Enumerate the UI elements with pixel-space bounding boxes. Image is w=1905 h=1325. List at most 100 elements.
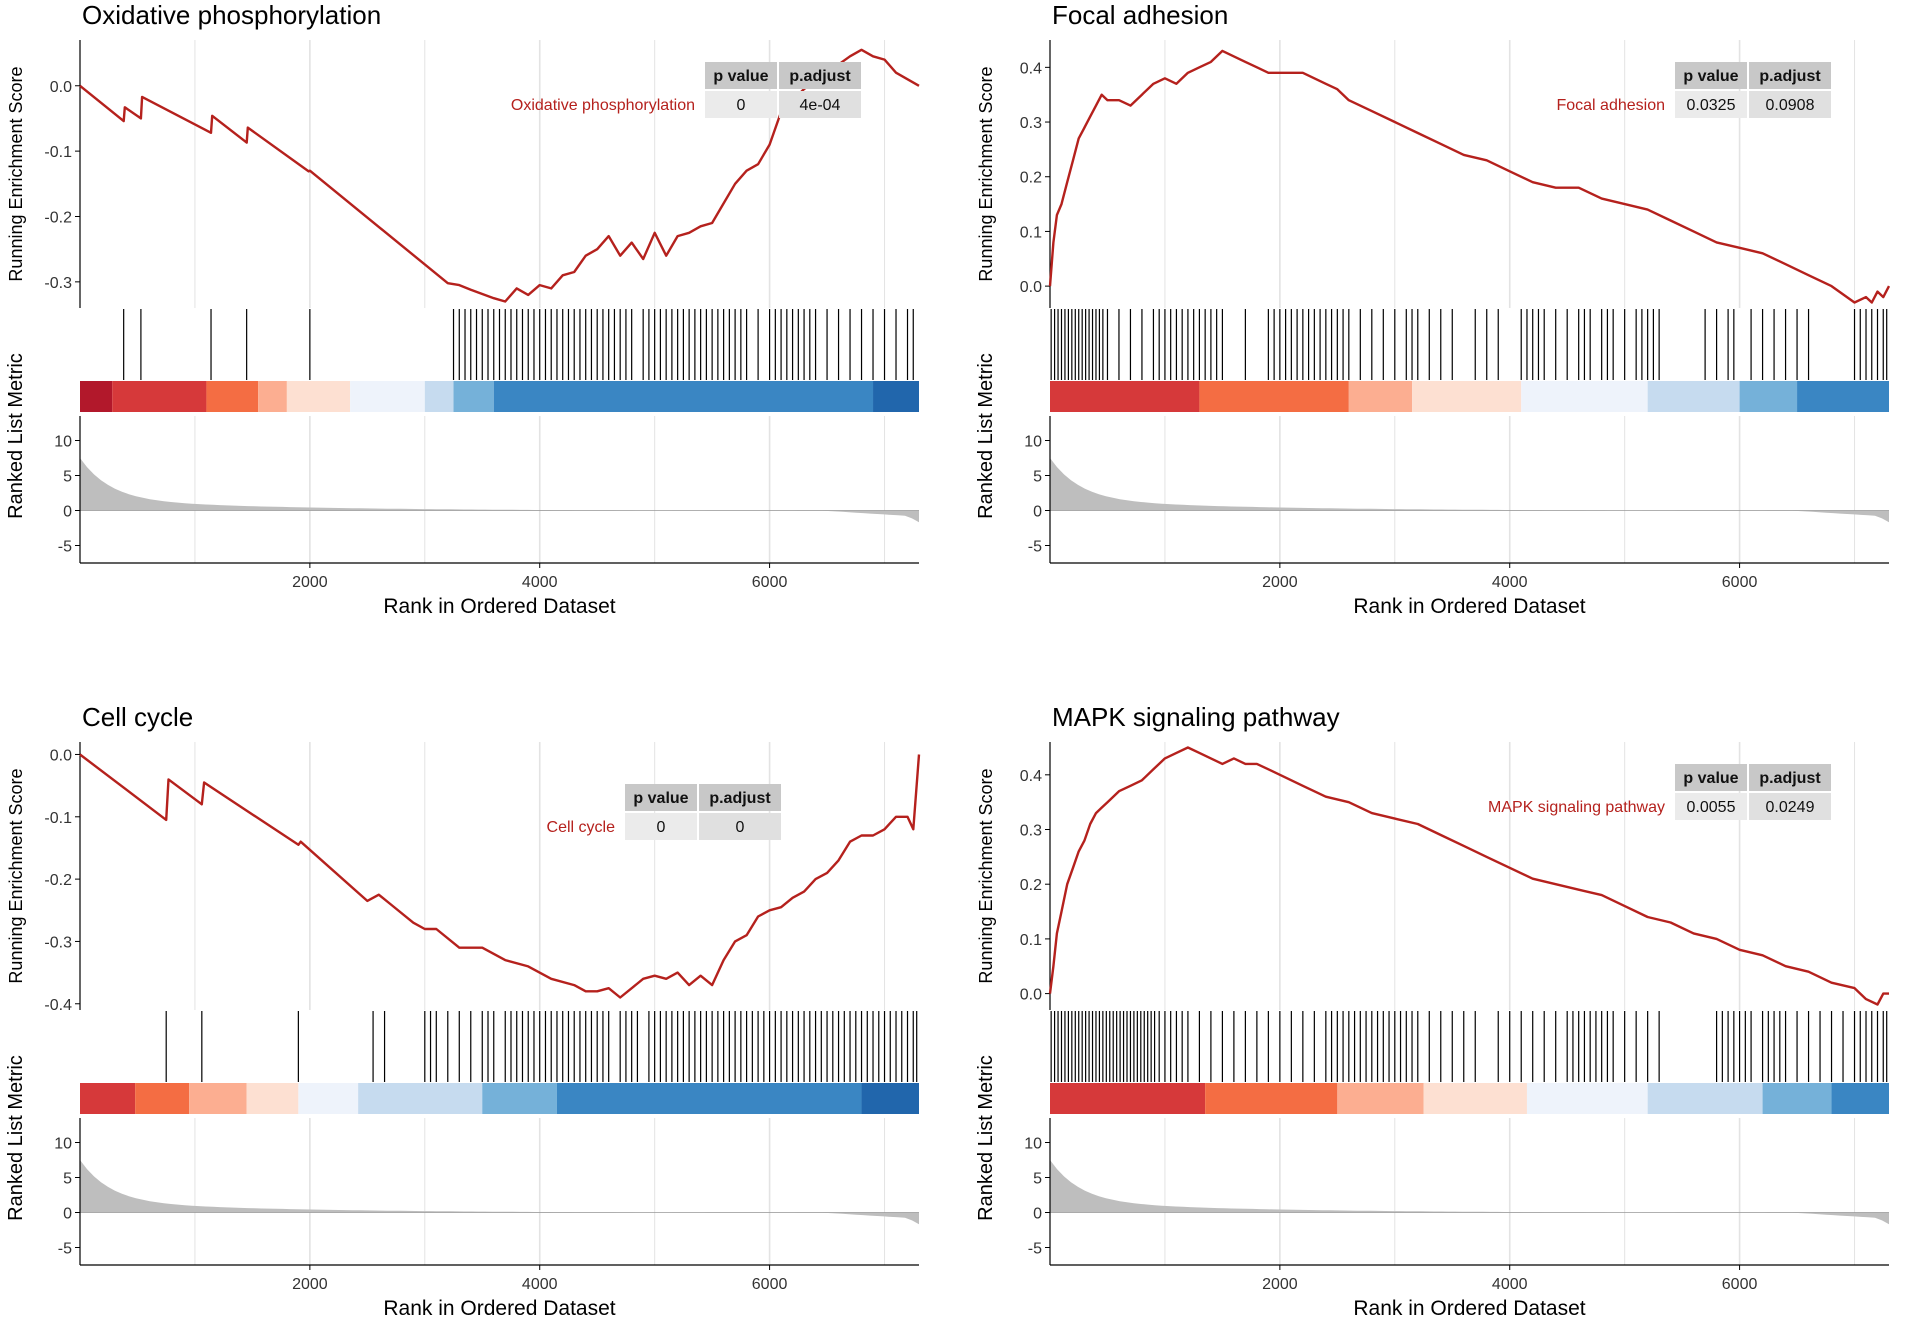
- table-value-cell: [1749, 91, 1831, 118]
- metric-ytick-label: -5: [1028, 539, 1042, 556]
- es-ytick-label: -0.4: [44, 997, 72, 1014]
- metric-y-axis-label: Ranked List Metric: [975, 353, 997, 519]
- table-value-padjust: 0: [736, 819, 745, 836]
- band-segment: [1423, 1083, 1527, 1114]
- metric-ytick-label: -5: [58, 539, 72, 556]
- table-value-cell: [1675, 91, 1747, 118]
- es-ytick-label: 0.0: [1020, 987, 1042, 1004]
- ranked-metric-area: [80, 458, 919, 523]
- xtick-label: 4000: [522, 1276, 558, 1293]
- rank-color-band: [80, 381, 919, 412]
- x-axis-label: Rank in Ordered Dataset: [383, 595, 615, 618]
- table-value-cell: [625, 813, 697, 840]
- stats-table: p value p.adjust 0 0 Cell cycle: [547, 784, 781, 840]
- band-segment: [1831, 1083, 1889, 1114]
- stats-table: p value p.adjust 0 4e-04 Oxidative phosphory…: [511, 62, 861, 118]
- es-ytick-label: 0.0: [50, 747, 72, 764]
- xtick-label: 4000: [1492, 1276, 1528, 1293]
- table-value-pvalue: 0.0325: [1687, 97, 1736, 114]
- metric-ytick-label: 5: [1033, 469, 1042, 486]
- table-header-padjust: p.adjust: [789, 68, 851, 85]
- gridlines: [194, 742, 886, 1265]
- band-segment: [112, 381, 207, 412]
- legend-label: MAPK signaling pathway: [1488, 799, 1665, 816]
- ranked-metric-area: [1050, 458, 1889, 523]
- band-segment: [1739, 381, 1798, 412]
- metric-ytick-label: 10: [54, 434, 72, 451]
- es-ytick-label: 0.3: [1020, 115, 1042, 132]
- metric-ytick-label: 10: [1024, 1136, 1042, 1153]
- metric-ytick-label: 0: [63, 1206, 72, 1223]
- stats-table: p value p.adjust 0.0325 0.0908 Focal adhesio…: [1556, 62, 1831, 118]
- table-header-cell: [779, 62, 861, 89]
- gridlines: [1164, 40, 1856, 563]
- chart-title: Focal adhesion: [1052, 0, 1228, 30]
- gene-hit-ticks: [1050, 1011, 1888, 1082]
- ranked-metric-area: [1050, 1160, 1889, 1225]
- xtick-label: 2000: [292, 574, 328, 591]
- table-header-padjust: p.adjust: [1759, 770, 1821, 787]
- band-segment: [482, 1083, 557, 1114]
- band-segment: [1050, 1083, 1206, 1114]
- es-ytick-label: -0.3: [44, 934, 72, 951]
- es-ytick-label: 0.1: [1020, 224, 1042, 241]
- es-ytick-label: 0.3: [1020, 823, 1042, 840]
- table-header-padjust: p.adjust: [709, 790, 771, 807]
- running-es-line: [1048, 49, 1891, 304]
- table-header-cell: [625, 784, 697, 811]
- es-y-axis-label: Running Enrichment Score: [6, 66, 26, 281]
- band-segment: [1199, 381, 1349, 412]
- band-segment: [861, 1083, 919, 1114]
- metric-ytick-label: 5: [63, 469, 72, 486]
- band-segment: [80, 1083, 136, 1114]
- band-segment: [873, 381, 919, 412]
- xtick-label: 2000: [1262, 574, 1298, 591]
- metric-ytick-label: 0: [63, 504, 72, 521]
- gridlines: [194, 40, 886, 563]
- metric-y-axis-label: Ranked List Metric: [5, 1055, 27, 1221]
- es-ytick-label: 0.2: [1020, 170, 1042, 187]
- x-axis-label: Rank in Ordered Dataset: [1353, 595, 1585, 618]
- band-segment: [424, 381, 454, 412]
- es-ytick-label: 0.0: [50, 79, 72, 96]
- band-segment: [358, 1083, 483, 1114]
- es-ytick-label: 0.0: [1020, 279, 1042, 296]
- band-segment: [1337, 1083, 1424, 1114]
- table-value-cell: [1675, 793, 1747, 820]
- legend-label: Oxidative phosphorylation: [511, 97, 695, 114]
- table-header-pvalue: p value: [633, 790, 688, 807]
- legend-label: Focal adhesion: [1556, 97, 1665, 114]
- gsea-panel-1: Oxidative phosphorylation 0.0 -0.1 -0.2 -0.3…: [5, 0, 920, 618]
- band-segment: [189, 1083, 247, 1114]
- band-segment: [350, 381, 425, 412]
- stats-table: p value p.adjust 0.0055 0.0249 MAPK signalin…: [1488, 764, 1831, 820]
- x-axis-label: Rank in Ordered Dataset: [383, 1297, 615, 1320]
- es-ytick-label: 0.2: [1020, 877, 1042, 894]
- band-segment: [258, 381, 287, 412]
- metric-ytick-label: 5: [63, 1171, 72, 1188]
- band-segment: [1205, 1083, 1338, 1114]
- legend-label: Cell cycle: [547, 819, 616, 836]
- table-value-padjust: 4e-04: [800, 97, 841, 114]
- rank-color-band: [1050, 1083, 1889, 1114]
- table-header-pvalue: p value: [713, 68, 768, 85]
- metric-ytick-label: 10: [1024, 434, 1042, 451]
- band-segment: [453, 381, 494, 412]
- table-value-padjust: 0.0908: [1766, 97, 1815, 114]
- metric-y-axis-label: Ranked List Metric: [975, 1055, 997, 1221]
- band-segment: [1647, 381, 1740, 412]
- xtick-label: 6000: [752, 1276, 788, 1293]
- xtick-label: 6000: [752, 574, 788, 591]
- table-header-padjust: p.adjust: [1759, 68, 1821, 85]
- band-segment: [1348, 381, 1413, 412]
- band-segment: [493, 381, 874, 412]
- band-segment: [1797, 381, 1889, 412]
- xtick-label: 2000: [292, 1276, 328, 1293]
- es-ytick-label: -0.1: [44, 810, 72, 827]
- gsea-panel-2: Focal adhesion 0.4 0.3 0.2 0.1 0.0 Running Enr…: [975, 0, 1891, 618]
- gridlines: [1164, 742, 1856, 1265]
- table-value-padjust: 0.0249: [1766, 799, 1815, 816]
- band-segment: [1050, 381, 1200, 412]
- running-es-line: [79, 753, 921, 999]
